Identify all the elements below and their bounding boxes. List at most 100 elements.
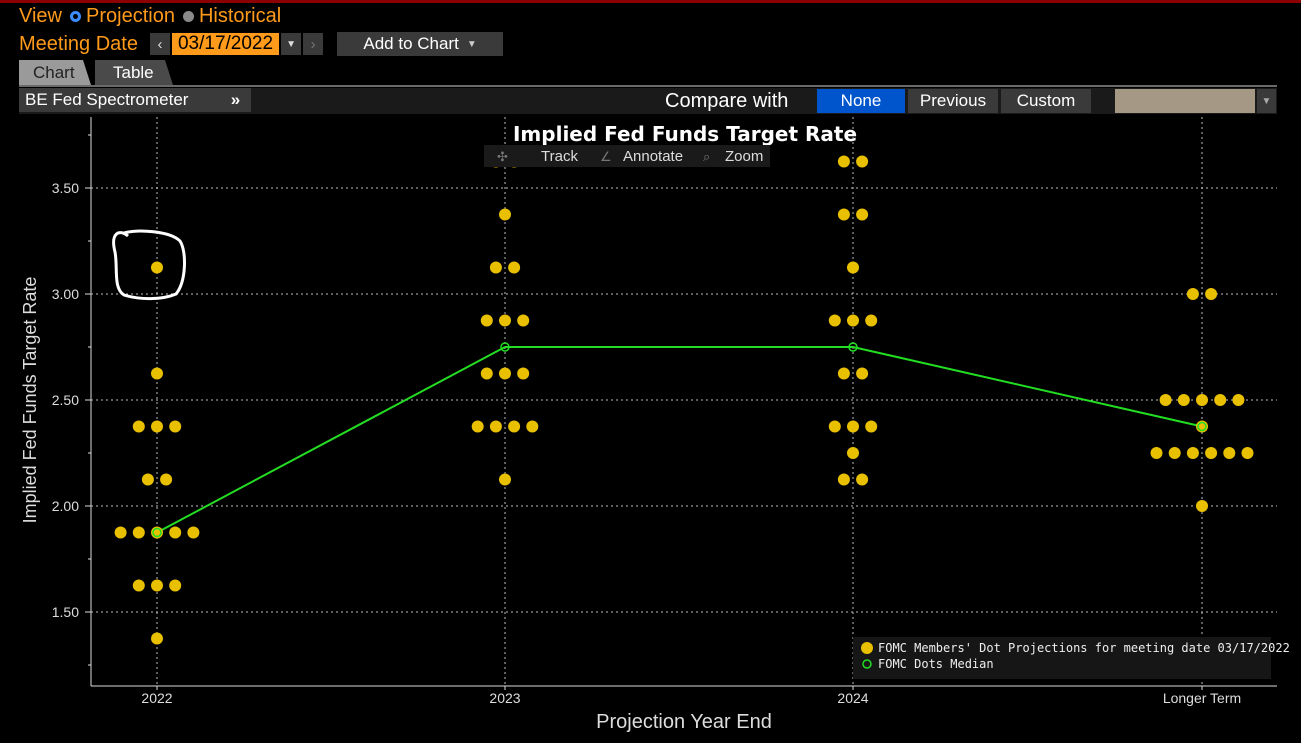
y-tick-label: 3.50: [52, 180, 79, 196]
x-axis-label: Projection Year End: [596, 711, 772, 733]
view-tabs: Chart Table: [19, 60, 173, 85]
fomc-dot: [856, 208, 869, 221]
zoom-button[interactable]: ⌕ Zoom: [703, 148, 763, 165]
meeting-date-row: Meeting Date ‹ 03/17/2022 ▼ › Add to Cha…: [19, 31, 504, 57]
swatch-dropdown[interactable]: ▼: [1257, 89, 1276, 113]
highlight-circle: [112, 229, 186, 301]
fomc-dot: [1196, 394, 1208, 406]
top-accent-line: [0, 0, 1301, 3]
tab-chart[interactable]: Chart: [19, 60, 91, 85]
tab-divider: [19, 85, 1277, 87]
color-swatch[interactable]: [1115, 89, 1255, 113]
fomc-dot: [499, 208, 511, 221]
legend-dot-icon: [861, 642, 873, 654]
y-tick-label: 1.50: [52, 604, 79, 620]
crosshair-icon: ✣: [497, 150, 508, 165]
fomc-dot: [471, 420, 484, 433]
fomc-dot: [1196, 500, 1208, 512]
legend-median-label: FOMC Dots Median: [878, 657, 994, 671]
date-dropdown-button[interactable]: ▼: [281, 33, 302, 55]
y-tick-label: 2.50: [52, 392, 79, 408]
x-tick-label: 2024: [837, 690, 868, 706]
axes-layer: 1.50 2.00 2.50 3.00 3.50 2022 2023 2024 Longer T…: [52, 117, 1277, 706]
fomc-dot: [160, 473, 173, 486]
spectrometer-button[interactable]: BE Fed Spectrometer: [19, 88, 223, 112]
fomc-dot: [847, 314, 859, 327]
fomc-dot: [499, 473, 511, 486]
pencil-icon: ∠: [600, 150, 612, 165]
fomc-dot: [837, 208, 850, 221]
fomc-dot: [837, 155, 850, 168]
x-tick-label: 2023: [489, 690, 520, 706]
compare-custom-button[interactable]: Custom: [1001, 89, 1091, 113]
fomc-dot: [847, 420, 859, 433]
fomc-dot: [856, 367, 869, 380]
fomc-dot: [499, 367, 511, 380]
add-to-chart-label: Add to Chart: [363, 34, 459, 53]
fomc-dot: [508, 261, 521, 274]
median-marker: [500, 342, 510, 352]
fomc-dot: [169, 420, 182, 433]
legend: FOMC Members' Dot Projections for meetin…: [853, 637, 1290, 679]
compare-none-button[interactable]: None: [817, 89, 905, 113]
expand-button[interactable]: »: [220, 88, 251, 112]
fomc-dot: [499, 314, 511, 327]
next-date-button[interactable]: ›: [303, 33, 324, 55]
chevron-left-icon: ‹: [157, 35, 163, 53]
fomc-dot: [526, 420, 539, 433]
prev-date-button[interactable]: ‹: [149, 33, 170, 55]
caret-down-icon: ▼: [1261, 95, 1272, 107]
fomc-dot: [856, 155, 869, 168]
median-line: [156, 346, 1203, 534]
fomc-dot: [151, 579, 163, 592]
fomc-dot: [1159, 394, 1172, 406]
historical-radio[interactable]: Historical: [182, 4, 282, 28]
chart-tools-bg: [484, 145, 770, 167]
grid-layer: [91, 117, 1277, 686]
chart-toolbar: BE Fed Spectrometer » Compare with None …: [19, 88, 1277, 114]
compare-previous-button[interactable]: Previous: [908, 89, 998, 113]
fomc-dot: [828, 314, 841, 327]
fomc-dot: [132, 526, 145, 539]
compare-label: Compare with: [665, 89, 789, 112]
fomc-dot: [1214, 394, 1227, 406]
annotate-label: Annotate: [623, 148, 683, 165]
fomc-dot: [151, 420, 163, 433]
fomc-dot: [1186, 288, 1199, 300]
fomc-dot: [517, 367, 530, 380]
zoom-label: Zoom: [725, 148, 763, 165]
projection-radio[interactable]: Projection: [70, 5, 175, 28]
fomc-dot: [865, 420, 878, 433]
fomc-dot: [151, 632, 163, 645]
fomc-dot: [837, 367, 850, 380]
historical-label: Historical: [198, 4, 282, 27]
radio-unselected-icon: [182, 10, 194, 22]
fomc-dot: [847, 447, 859, 459]
fomc-dot: [1168, 447, 1181, 459]
fomc-dot: [132, 579, 145, 592]
annotate-button[interactable]: ∠ Annotate: [600, 148, 683, 165]
fomc-dot: [480, 367, 493, 380]
x-tick-label: 2022: [141, 690, 172, 706]
median-marker: [152, 527, 162, 538]
legend-dots-label: FOMC Members' Dot Projections for meetin…: [878, 641, 1290, 655]
meeting-date-input[interactable]: 03/17/2022: [171, 33, 280, 55]
chart-tools: ✣ Track ∠ Annotate ⌕ Zoom: [484, 145, 770, 167]
y-tick-label: 2.00: [52, 498, 79, 514]
magnifier-icon: ⌕: [703, 150, 710, 165]
tab-table[interactable]: Table: [95, 60, 173, 85]
fomc-dot: [114, 526, 127, 539]
fomc-dot: [480, 314, 493, 327]
fomc-dot: [1186, 447, 1199, 459]
track-button[interactable]: ✣ Track: [497, 148, 578, 165]
radio-selected-icon: [70, 10, 81, 22]
caret-down-icon: ▼: [466, 38, 477, 50]
fomc-dot: [1241, 447, 1254, 459]
fomc-dot: [865, 314, 878, 327]
chart-title: Implied Fed Funds Target Rate: [513, 122, 857, 146]
add-to-chart-button[interactable]: Add to Chart ▼: [337, 32, 504, 56]
x-tick-label: Longer Term: [1163, 690, 1241, 706]
fomc-dot: [151, 367, 163, 380]
y-tick-label: 3.00: [52, 286, 79, 302]
